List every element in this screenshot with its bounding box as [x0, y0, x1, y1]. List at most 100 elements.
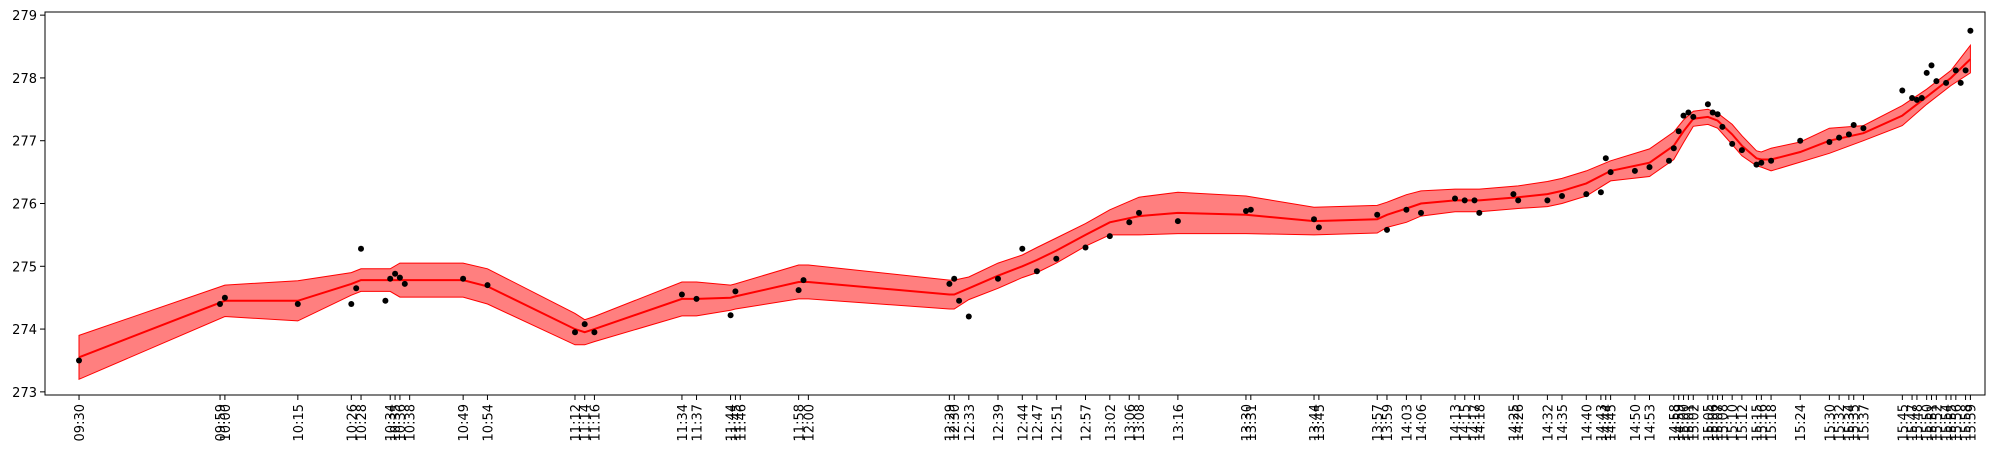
plot-area	[76, 27, 1974, 381]
data-point	[1461, 197, 1468, 204]
x-tick-label: 15:12	[1736, 404, 1751, 441]
x-tick-label: 15:00	[1678, 404, 1693, 441]
x-tick-label: 12:33	[963, 404, 978, 441]
data-point	[1607, 169, 1614, 176]
data-point	[1836, 134, 1843, 141]
data-point	[1675, 128, 1682, 135]
data-point	[732, 288, 739, 295]
x-tick-label: 13:06	[1123, 404, 1138, 441]
data-point	[1403, 206, 1410, 213]
x-tick-label: 12:30	[948, 404, 963, 441]
x-tick-label: 14:50	[1629, 404, 1644, 441]
data-point	[1913, 96, 1920, 103]
data-point	[1082, 244, 1089, 251]
x-tick-label: 15:16	[1755, 404, 1770, 441]
x-tick-label: 15:32	[1833, 404, 1848, 441]
data-point	[76, 357, 82, 364]
x-tick-label: 15:30	[1823, 404, 1838, 441]
x-tick-label: 15:24	[1794, 404, 1809, 441]
x-tick-label: 10:38	[404, 404, 419, 441]
x-tick-label: 14:43	[1595, 404, 1610, 441]
data-point	[1738, 147, 1745, 154]
x-tick-label: 13:31	[1245, 404, 1260, 441]
x-tick-label: 15:52	[1930, 404, 1945, 441]
data-point	[401, 280, 408, 287]
x-tick-label: 15:15	[1750, 404, 1765, 441]
x-tick-label: 15:18	[1765, 404, 1780, 441]
x-tick-label: 14:59	[1673, 404, 1688, 441]
data-point	[1758, 159, 1765, 166]
x-tick-label: 15:56	[1950, 404, 1965, 441]
x-tick-label: 15:01	[1682, 404, 1697, 441]
data-point	[1515, 197, 1522, 204]
x-tick-label: 15:07	[1712, 404, 1727, 441]
data-point	[1311, 216, 1317, 223]
data-point	[678, 291, 685, 298]
x-tick-label: 15:06	[1707, 404, 1722, 441]
data-point	[1943, 79, 1950, 86]
data-point	[1928, 62, 1935, 69]
data-point	[387, 275, 394, 282]
data-point	[946, 280, 953, 287]
x-tick-label: 12:00	[802, 404, 817, 441]
data-point	[1452, 195, 1458, 202]
x-tick-label: 15:50	[1921, 404, 1936, 441]
x-tick-label: 14:35	[1556, 404, 1571, 441]
data-point	[1797, 137, 1804, 144]
x-tick-label: 15:05	[1702, 404, 1717, 441]
data-point	[1962, 67, 1969, 74]
data-point	[217, 301, 223, 307]
data-point	[1374, 211, 1381, 218]
data-point	[1729, 140, 1736, 147]
y-tick-label: 277	[12, 135, 37, 150]
y-tick-label: 275	[12, 260, 37, 275]
x-tick-label: 13:45	[1313, 404, 1328, 441]
data-point	[591, 329, 598, 336]
x-tick-label: 10:35	[389, 404, 404, 441]
y-tick-label: 273	[12, 386, 37, 401]
data-point	[1768, 157, 1775, 164]
x-tick-label: 15:55	[1945, 404, 1960, 441]
x-tick-label: 14:17	[1468, 404, 1483, 441]
data-point	[1719, 123, 1726, 130]
data-point	[1850, 122, 1857, 128]
x-tick-label: 12:39	[992, 404, 1007, 441]
data-point	[1909, 95, 1916, 101]
x-tick-label: 11:45	[729, 404, 744, 441]
data-point	[1247, 206, 1254, 213]
x-tick-label: 14:18	[1473, 404, 1488, 441]
x-tick-label: 11:34	[676, 404, 691, 441]
data-point	[1826, 139, 1833, 145]
x-tick-label: 10:54	[481, 404, 496, 441]
x-tick-label: 15:47	[1906, 404, 1921, 441]
x-tick-label: 14:13	[1449, 404, 1464, 441]
data-point	[1899, 87, 1906, 94]
data-point	[727, 312, 734, 319]
x-tick-label: 13:44	[1308, 404, 1323, 441]
data-point	[1174, 218, 1181, 225]
data-point	[1243, 208, 1249, 214]
data-point	[693, 295, 700, 302]
x-tick-label: 10:00	[219, 404, 234, 441]
data-point	[1952, 67, 1959, 74]
data-point	[358, 245, 364, 252]
x-tick-label: 09:30	[73, 404, 88, 441]
x-tick-label: 15:59	[1964, 404, 1979, 441]
x-tick-label: 12:47	[1031, 404, 1046, 441]
x-tick-label: 15:08	[1716, 404, 1731, 441]
x-tick-label: 12:44	[1016, 404, 1031, 441]
data-point	[221, 294, 228, 301]
data-point	[1315, 224, 1322, 231]
data-point	[1690, 113, 1697, 120]
x-tick-label: 14:26	[1512, 404, 1527, 441]
x-tick-label: 10:26	[345, 404, 360, 441]
x-tick-label: 13:02	[1104, 404, 1119, 441]
x-tick-label: 15:54	[1940, 404, 1955, 441]
x-tick-label: 15:58	[1960, 404, 1975, 441]
data-point	[353, 285, 360, 292]
x-tick-label: 11:14	[579, 404, 594, 441]
data-point	[1602, 155, 1609, 162]
data-point	[1597, 189, 1604, 196]
data-point	[348, 301, 355, 307]
